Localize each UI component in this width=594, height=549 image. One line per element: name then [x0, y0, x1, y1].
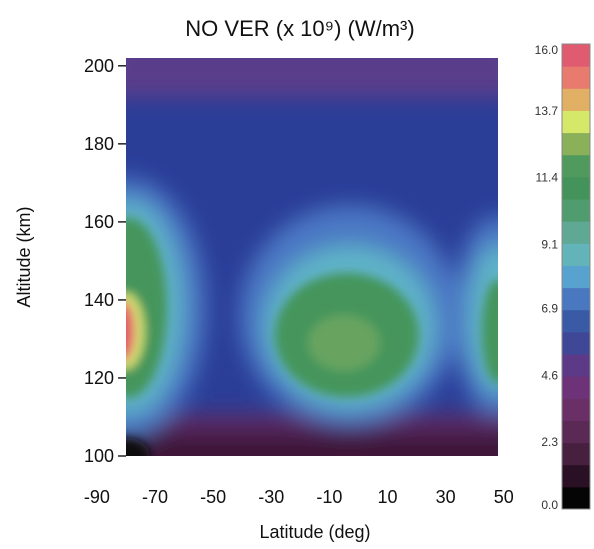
y-tick-label: 100 [84, 446, 114, 466]
chart-title: NO VER (x 10⁹) (W/m³) [185, 16, 414, 41]
southern-red [126, 302, 136, 361]
colorbar-segment [562, 243, 590, 266]
colorbar-ticks: 0.0 2.3 4.6 6.9 9.1 11.4 13.7 16.0 [535, 43, 559, 512]
colorbar-segment [562, 176, 590, 200]
equatorial-peak [307, 314, 380, 371]
plot-area [126, 58, 498, 456]
x-tick-label: -30 [258, 487, 284, 507]
x-tick-label: -50 [200, 487, 226, 507]
colorbar-segment [562, 420, 590, 444]
colorbar-segment [562, 221, 590, 244]
colorbar-segment [562, 442, 590, 466]
colorbar-segment [562, 398, 590, 421]
colorbar-tick-label: 11.4 [536, 171, 559, 185]
colorbar-segment [562, 154, 590, 178]
colorbar-segment [562, 132, 590, 156]
colorbar-frame [561, 43, 591, 510]
colorbar-tick-label: 4.6 [541, 368, 558, 382]
colorbar [561, 43, 591, 510]
x-tick-label: 50 [494, 487, 514, 507]
colorbar-segment [562, 110, 590, 134]
colorbar-segment [562, 265, 590, 289]
colorbar-segment [562, 88, 590, 111]
x-tick-label: -90 [84, 487, 110, 507]
x-tick-label: -10 [316, 487, 342, 507]
colorbar-tick-label: 13.7 [535, 104, 559, 118]
x-tick-label: 30 [436, 487, 456, 507]
colorbar-tick-label: 9.1 [541, 238, 558, 252]
y-tick-label: 200 [84, 56, 114, 76]
y-axis-label: Altitude (km) [14, 206, 34, 307]
colorbar-segment [562, 44, 590, 67]
corner-dark [126, 438, 150, 456]
colorbar-segment [562, 66, 590, 89]
colorbar-segment [562, 309, 590, 333]
y-tick-label: 160 [84, 212, 114, 232]
colorbar-tick-label: 16.0 [535, 43, 559, 57]
colorbar-segment [562, 331, 590, 355]
colorbar-segment [562, 287, 590, 311]
colorbar-tick-label: 6.9 [541, 301, 558, 315]
y-tick-label: 180 [84, 134, 114, 154]
colorbar-segment [562, 486, 590, 510]
colorbar-tick-label: 0.0 [541, 498, 558, 512]
x-tick-label: 10 [378, 487, 398, 507]
bottom-dark-band [126, 432, 498, 456]
colorbar-tick-label: 2.3 [541, 435, 558, 449]
colorbar-segment [562, 354, 590, 377]
upper-purple-band [126, 58, 498, 98]
colorbar-segment [562, 376, 590, 399]
y-tick-label: 140 [84, 290, 114, 310]
colorbar-segment [562, 464, 590, 488]
y-tick-label: 120 [84, 368, 114, 388]
x-tick-label: -70 [142, 487, 168, 507]
x-axis: -90 -70 -50 -30 -10 10 30 50 [84, 487, 514, 507]
heatmap [126, 58, 498, 456]
colorbar-segment [562, 199, 590, 222]
y-axis: 100 120 140 160 180 200 [84, 56, 126, 466]
x-axis-label: Latitude (deg) [259, 522, 370, 542]
northern-core [482, 279, 498, 384]
